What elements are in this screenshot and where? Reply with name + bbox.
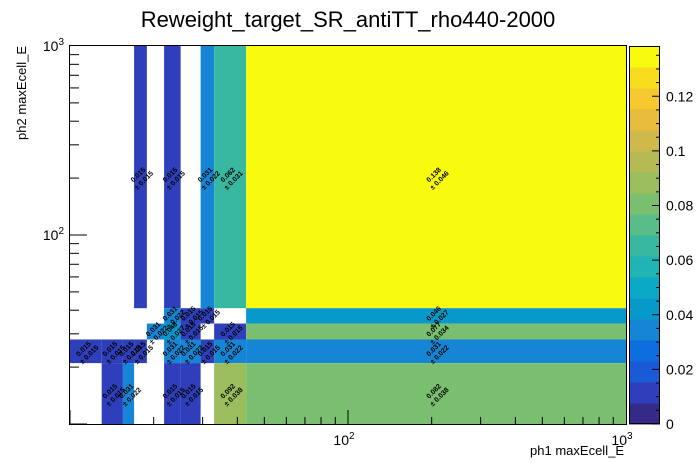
x-tick-label: 102 <box>333 431 355 448</box>
heatmap-cell <box>246 339 626 364</box>
colorbar-tick-label: 0.06 <box>666 252 693 268</box>
heatmap-cell <box>122 363 135 424</box>
heatmap-cell <box>164 363 181 424</box>
heatmap-cell <box>146 323 165 340</box>
colorbar-segment <box>629 46 660 68</box>
colorbar-border <box>629 46 660 424</box>
heatmap-cell <box>122 339 135 364</box>
heatmap-cell <box>246 308 626 324</box>
heatmap-cell <box>200 46 215 309</box>
heatmap-cell <box>134 46 147 309</box>
y-tick-label: 103 <box>43 37 65 54</box>
colorbar-segment <box>629 340 660 362</box>
heatmap-cell <box>180 323 201 340</box>
colorbar-tick-label: 0.08 <box>666 198 693 214</box>
heatmap-cell <box>246 323 626 340</box>
colorbar-tick-label: 0.1 <box>666 143 686 159</box>
x-axis: 102 103 <box>69 410 633 448</box>
heatmap-cell <box>214 339 247 364</box>
heatmap-cell <box>214 46 247 309</box>
colorbar-tick-label: 0.04 <box>666 307 693 323</box>
heatmap-cell <box>214 363 247 424</box>
colorbar-tick-label: 0.12 <box>666 88 693 104</box>
heatmap-cell <box>70 339 102 364</box>
colorbar-segment <box>629 109 660 131</box>
x-tick-label: 103 <box>611 431 633 448</box>
colorbar-segment <box>629 256 660 278</box>
heatmap-cell <box>134 339 147 364</box>
colorbar-segment <box>629 214 660 236</box>
colorbar-segment <box>629 151 660 173</box>
heatmap-cell <box>164 308 181 324</box>
heatmap-cells <box>70 46 626 424</box>
y-axis-label: ph2 maxEcell_E <box>14 46 29 140</box>
colorbar-segment <box>629 277 660 299</box>
heatmap-cell <box>200 339 215 364</box>
heatmap-cell <box>180 363 201 424</box>
heatmap-cell <box>164 323 181 340</box>
colorbar-segment <box>629 319 660 341</box>
heatmap-cell <box>180 339 201 364</box>
colorbar-tick-label: 0 <box>666 416 674 432</box>
plot-area-border <box>69 45 627 425</box>
color-scale-bar: 0 0.02 0.04 0.06 0.08 0.1 0.12 <box>629 46 693 432</box>
heatmap-cell <box>246 363 626 424</box>
chart-title: Reweight_target_SR_antiTT_rho440-2000 <box>141 7 556 32</box>
x-axis-label: ph1 maxEcell_E <box>530 443 624 458</box>
heatmap-cell <box>164 46 181 309</box>
colorbar-segment <box>629 382 660 404</box>
colorbar-segment <box>629 130 660 152</box>
colorbar-segment <box>629 172 660 194</box>
colorbar-segment <box>629 67 660 89</box>
heatmap-cell <box>246 46 626 309</box>
heatmap-cell <box>101 339 123 364</box>
colorbar-segment <box>629 298 660 320</box>
colorbar-segment <box>629 361 660 383</box>
y-tick-label: 102 <box>43 226 65 243</box>
colorbar-segment <box>629 235 660 257</box>
colorbar-segment <box>629 88 660 110</box>
heatmap-cell <box>180 308 201 324</box>
heatmap-cell <box>214 323 247 340</box>
colorbar-tick-label: 0.02 <box>666 361 693 377</box>
colorbar-segment <box>629 403 660 425</box>
y-axis: 102 103 <box>43 37 87 425</box>
colorbar-segment <box>629 193 660 215</box>
heatmap-cell <box>164 339 181 364</box>
heatmap-cell <box>101 363 123 424</box>
heatmap-cell <box>200 308 215 324</box>
